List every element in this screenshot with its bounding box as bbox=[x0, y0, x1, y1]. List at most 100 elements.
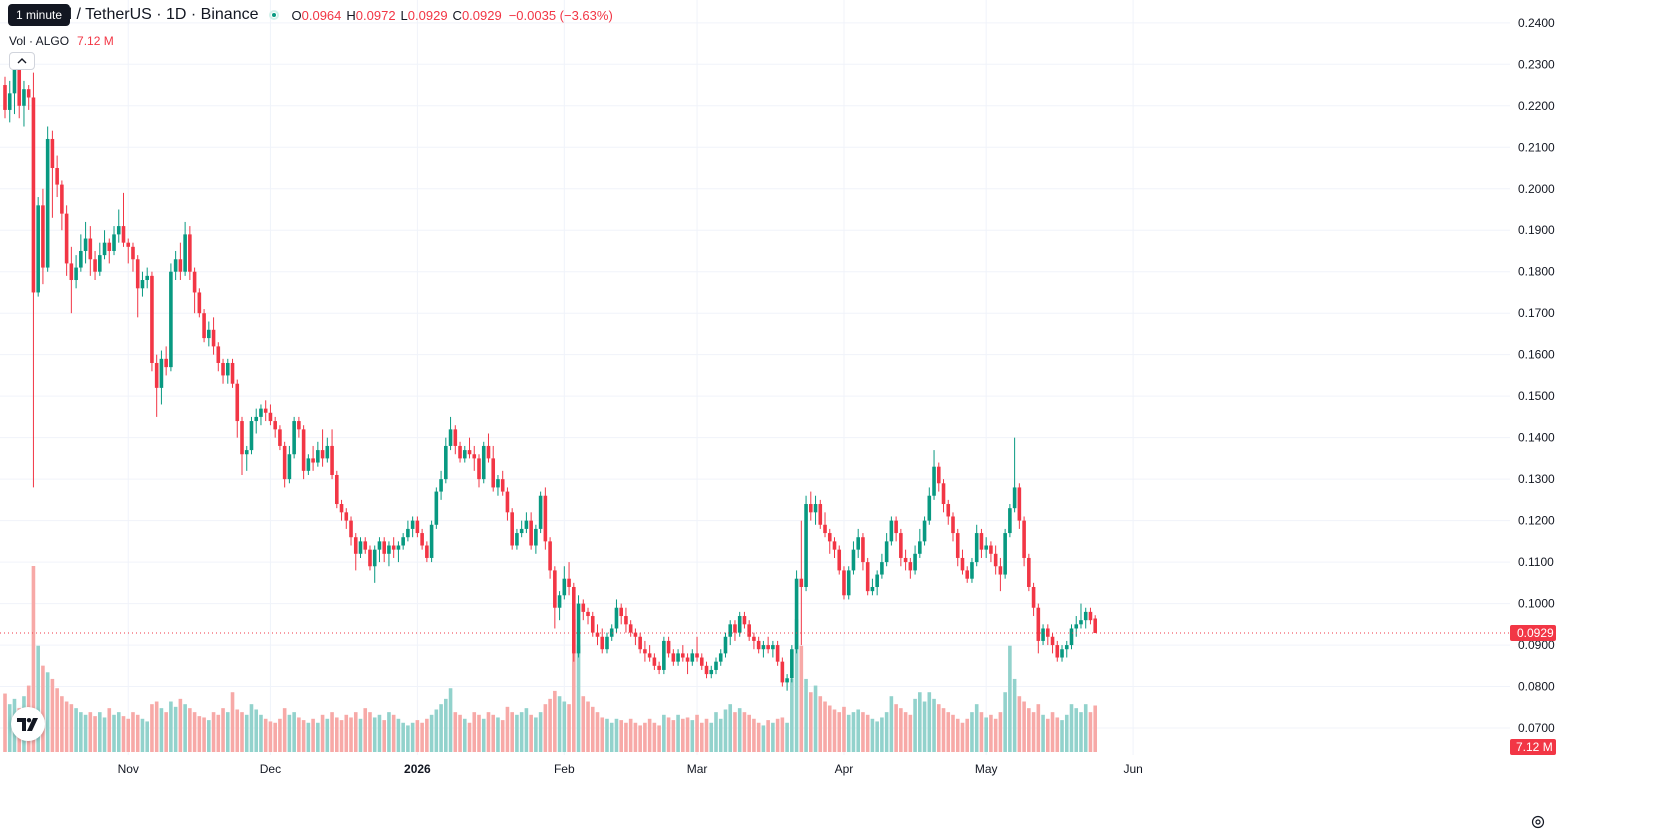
candle[interactable] bbox=[932, 450, 936, 500]
candle[interactable] bbox=[1088, 607, 1093, 625]
candle[interactable] bbox=[690, 649, 695, 666]
candle[interactable] bbox=[263, 400, 268, 422]
candle[interactable] bbox=[197, 288, 202, 318]
candle[interactable] bbox=[477, 454, 481, 488]
candle[interactable] bbox=[524, 512, 529, 534]
price-axis[interactable]: 0.2400 0.2300 0.2200 0.2100 0.2000 0.1900 0.18… bbox=[1518, 16, 1555, 735]
candle[interactable] bbox=[121, 192, 126, 247]
candle[interactable] bbox=[353, 533, 358, 571]
candle[interactable] bbox=[567, 562, 571, 596]
candle[interactable] bbox=[183, 221, 187, 276]
candle[interactable] bbox=[301, 425, 306, 480]
candle[interactable] bbox=[344, 508, 349, 529]
candle[interactable] bbox=[192, 267, 197, 314]
candle[interactable] bbox=[410, 516, 415, 538]
candle[interactable] bbox=[865, 557, 870, 596]
candle[interactable] bbox=[974, 524, 979, 567]
candle[interactable] bbox=[543, 487, 548, 550]
candle[interactable] bbox=[809, 491, 813, 521]
candle[interactable] bbox=[102, 230, 107, 260]
candle[interactable] bbox=[107, 238, 112, 264]
candle[interactable] bbox=[780, 657, 785, 687]
candle[interactable] bbox=[1050, 632, 1055, 654]
candle[interactable] bbox=[586, 607, 590, 625]
symbol-legend[interactable]: Algorand / TetherUS · 1D · Binance O 0.09… bbox=[8, 4, 613, 26]
candle[interactable] bbox=[425, 541, 429, 563]
candle[interactable] bbox=[249, 416, 254, 455]
candle[interactable] bbox=[951, 512, 955, 542]
candle[interactable] bbox=[377, 537, 382, 563]
candle[interactable] bbox=[936, 462, 941, 492]
candle[interactable] bbox=[761, 640, 766, 658]
candle[interactable] bbox=[481, 441, 486, 484]
candle[interactable] bbox=[979, 528, 984, 558]
candle[interactable] bbox=[116, 209, 121, 243]
candle[interactable] bbox=[624, 607, 628, 633]
candle[interactable] bbox=[861, 533, 865, 571]
candle[interactable] bbox=[448, 416, 453, 451]
candle[interactable] bbox=[55, 155, 59, 198]
candle[interactable] bbox=[538, 491, 543, 534]
market-status-icon[interactable] bbox=[268, 10, 279, 20]
collapse-legend-button[interactable] bbox=[9, 52, 35, 70]
candle[interactable] bbox=[633, 628, 638, 646]
candle[interactable] bbox=[813, 495, 818, 525]
candle[interactable] bbox=[17, 64, 22, 119]
candle[interactable] bbox=[150, 271, 154, 372]
candle[interactable] bbox=[647, 645, 652, 662]
candle[interactable] bbox=[60, 180, 64, 231]
candle[interactable] bbox=[918, 528, 922, 558]
candle[interactable] bbox=[1017, 483, 1022, 529]
candle[interactable] bbox=[1031, 582, 1036, 617]
candle[interactable] bbox=[188, 226, 192, 281]
candle[interactable] bbox=[609, 624, 614, 641]
candle[interactable] bbox=[681, 645, 685, 662]
candle[interactable] bbox=[434, 487, 439, 529]
candle[interactable] bbox=[505, 487, 510, 521]
candle[interactable] bbox=[899, 528, 903, 567]
tradingview-logo[interactable] bbox=[11, 707, 45, 741]
candle[interactable] bbox=[7, 80, 12, 123]
candle[interactable] bbox=[131, 242, 135, 272]
candle[interactable] bbox=[643, 640, 647, 662]
candle[interactable] bbox=[1041, 624, 1045, 646]
candle[interactable] bbox=[491, 445, 496, 492]
candle[interactable] bbox=[785, 674, 789, 691]
candle[interactable] bbox=[159, 350, 164, 405]
candle[interactable] bbox=[534, 524, 538, 554]
candle[interactable] bbox=[462, 445, 467, 463]
candle[interactable] bbox=[827, 528, 832, 554]
candle[interactable] bbox=[595, 624, 600, 646]
candle[interactable] bbox=[325, 437, 330, 463]
candle[interactable] bbox=[553, 566, 557, 629]
candle[interactable] bbox=[396, 541, 401, 563]
candle[interactable] bbox=[135, 255, 140, 318]
candle[interactable] bbox=[510, 508, 514, 550]
candle[interactable] bbox=[453, 425, 458, 455]
candle[interactable] bbox=[391, 537, 396, 558]
candle[interactable] bbox=[804, 495, 808, 592]
candle[interactable] bbox=[927, 487, 932, 525]
candle[interactable] bbox=[420, 528, 424, 550]
candle[interactable] bbox=[771, 640, 775, 658]
candle[interactable] bbox=[652, 653, 657, 670]
candle[interactable] bbox=[335, 470, 339, 509]
candle[interactable] bbox=[1055, 640, 1060, 662]
candle[interactable] bbox=[36, 197, 40, 297]
candle[interactable] bbox=[278, 425, 282, 451]
candle[interactable] bbox=[79, 234, 83, 272]
candle[interactable] bbox=[737, 611, 742, 637]
candle[interactable] bbox=[83, 221, 88, 264]
candle[interactable] bbox=[31, 72, 36, 488]
candle[interactable] bbox=[908, 557, 913, 579]
candle[interactable] bbox=[1069, 624, 1074, 650]
candle[interactable] bbox=[562, 566, 567, 600]
candle[interactable] bbox=[259, 404, 263, 426]
candle[interactable] bbox=[230, 358, 235, 388]
candle[interactable] bbox=[993, 545, 998, 575]
candle[interactable] bbox=[889, 516, 894, 546]
candle[interactable] bbox=[600, 628, 605, 654]
candle[interactable] bbox=[718, 649, 723, 666]
candle[interactable] bbox=[363, 537, 368, 554]
candle[interactable] bbox=[1046, 624, 1050, 646]
